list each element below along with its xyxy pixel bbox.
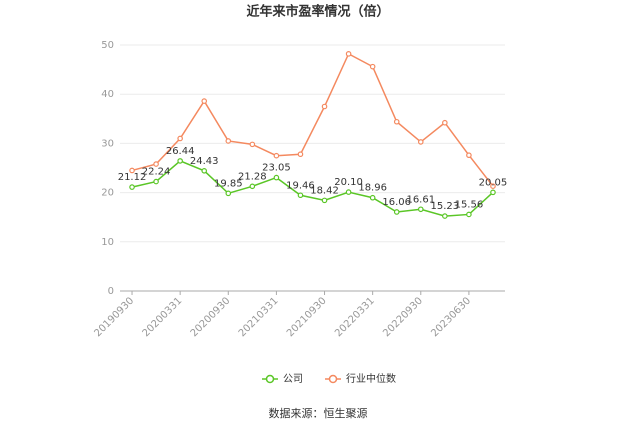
point [249,183,256,190]
point [297,192,304,199]
legend-marker [328,374,338,384]
x-tick-label: 20200331 [141,295,185,339]
point [201,98,208,104]
point [321,197,328,204]
data-label: 21.12 [118,172,147,183]
point [490,189,496,196]
y-tick-label: 50 [101,40,114,51]
x-tick-label: 20210331 [237,295,281,339]
y-tick-label: 0 [108,286,114,297]
point [225,190,232,197]
point [369,63,376,70]
point [393,118,400,125]
x-tick-label: 20230630 [429,295,473,339]
point [417,206,424,213]
series-line [131,160,494,217]
y-tick-label: 40 [101,89,114,100]
point [177,135,183,142]
point [129,167,135,174]
source: 数据来源：恒生聚源 [269,406,368,420]
y-tick-label: 30 [101,138,114,149]
point [393,209,400,215]
x-tick-label: 20190930 [92,295,136,339]
point [417,139,424,145]
point [490,183,496,190]
data-label: 26.44 [166,146,195,157]
point [466,211,472,218]
point [321,103,328,110]
point [153,161,159,167]
x-tick-label: 20210930 [285,295,329,339]
x-tick-label: 20220930 [381,295,425,339]
x-tick-label: 20200930 [189,295,233,339]
point [249,141,256,148]
data-label: 19.46 [286,180,315,191]
point [442,213,448,219]
chart-title: 近年来市盈率情况（倍） [246,4,389,20]
data-label: 20.10 [334,177,363,188]
data-label: 22.24 [142,167,171,178]
legend-label: 行业中位数 [346,372,396,385]
point [345,189,352,195]
point [466,152,472,159]
data-label: 16.61 [406,194,435,205]
data-label: 19.85 [214,178,243,189]
data-label: 23.05 [262,163,291,174]
point [369,194,376,201]
data-label: 15.23 [431,201,460,212]
data-label: 15.56 [455,199,484,210]
point [177,158,183,164]
point [225,138,232,144]
point [129,184,135,190]
point [273,174,280,181]
data-label: 16.06 [382,197,411,208]
data-label: 21.28 [238,171,267,182]
series-line [131,52,494,187]
point [345,51,352,57]
data-label: 24.43 [190,156,219,167]
data-label: 20.05 [479,177,508,188]
data-label: 18.42 [310,185,339,196]
point [201,168,208,174]
y-tick-label: 20 [101,188,114,199]
data-label: 18.96 [358,183,387,194]
legend-label: 公司 [283,374,303,385]
y-tick-label: 10 [101,237,114,248]
x-tick-label: 20220331 [333,295,377,339]
point [297,151,304,158]
point [442,119,448,126]
point [273,152,280,159]
point [153,178,159,185]
legend-marker [265,374,275,384]
